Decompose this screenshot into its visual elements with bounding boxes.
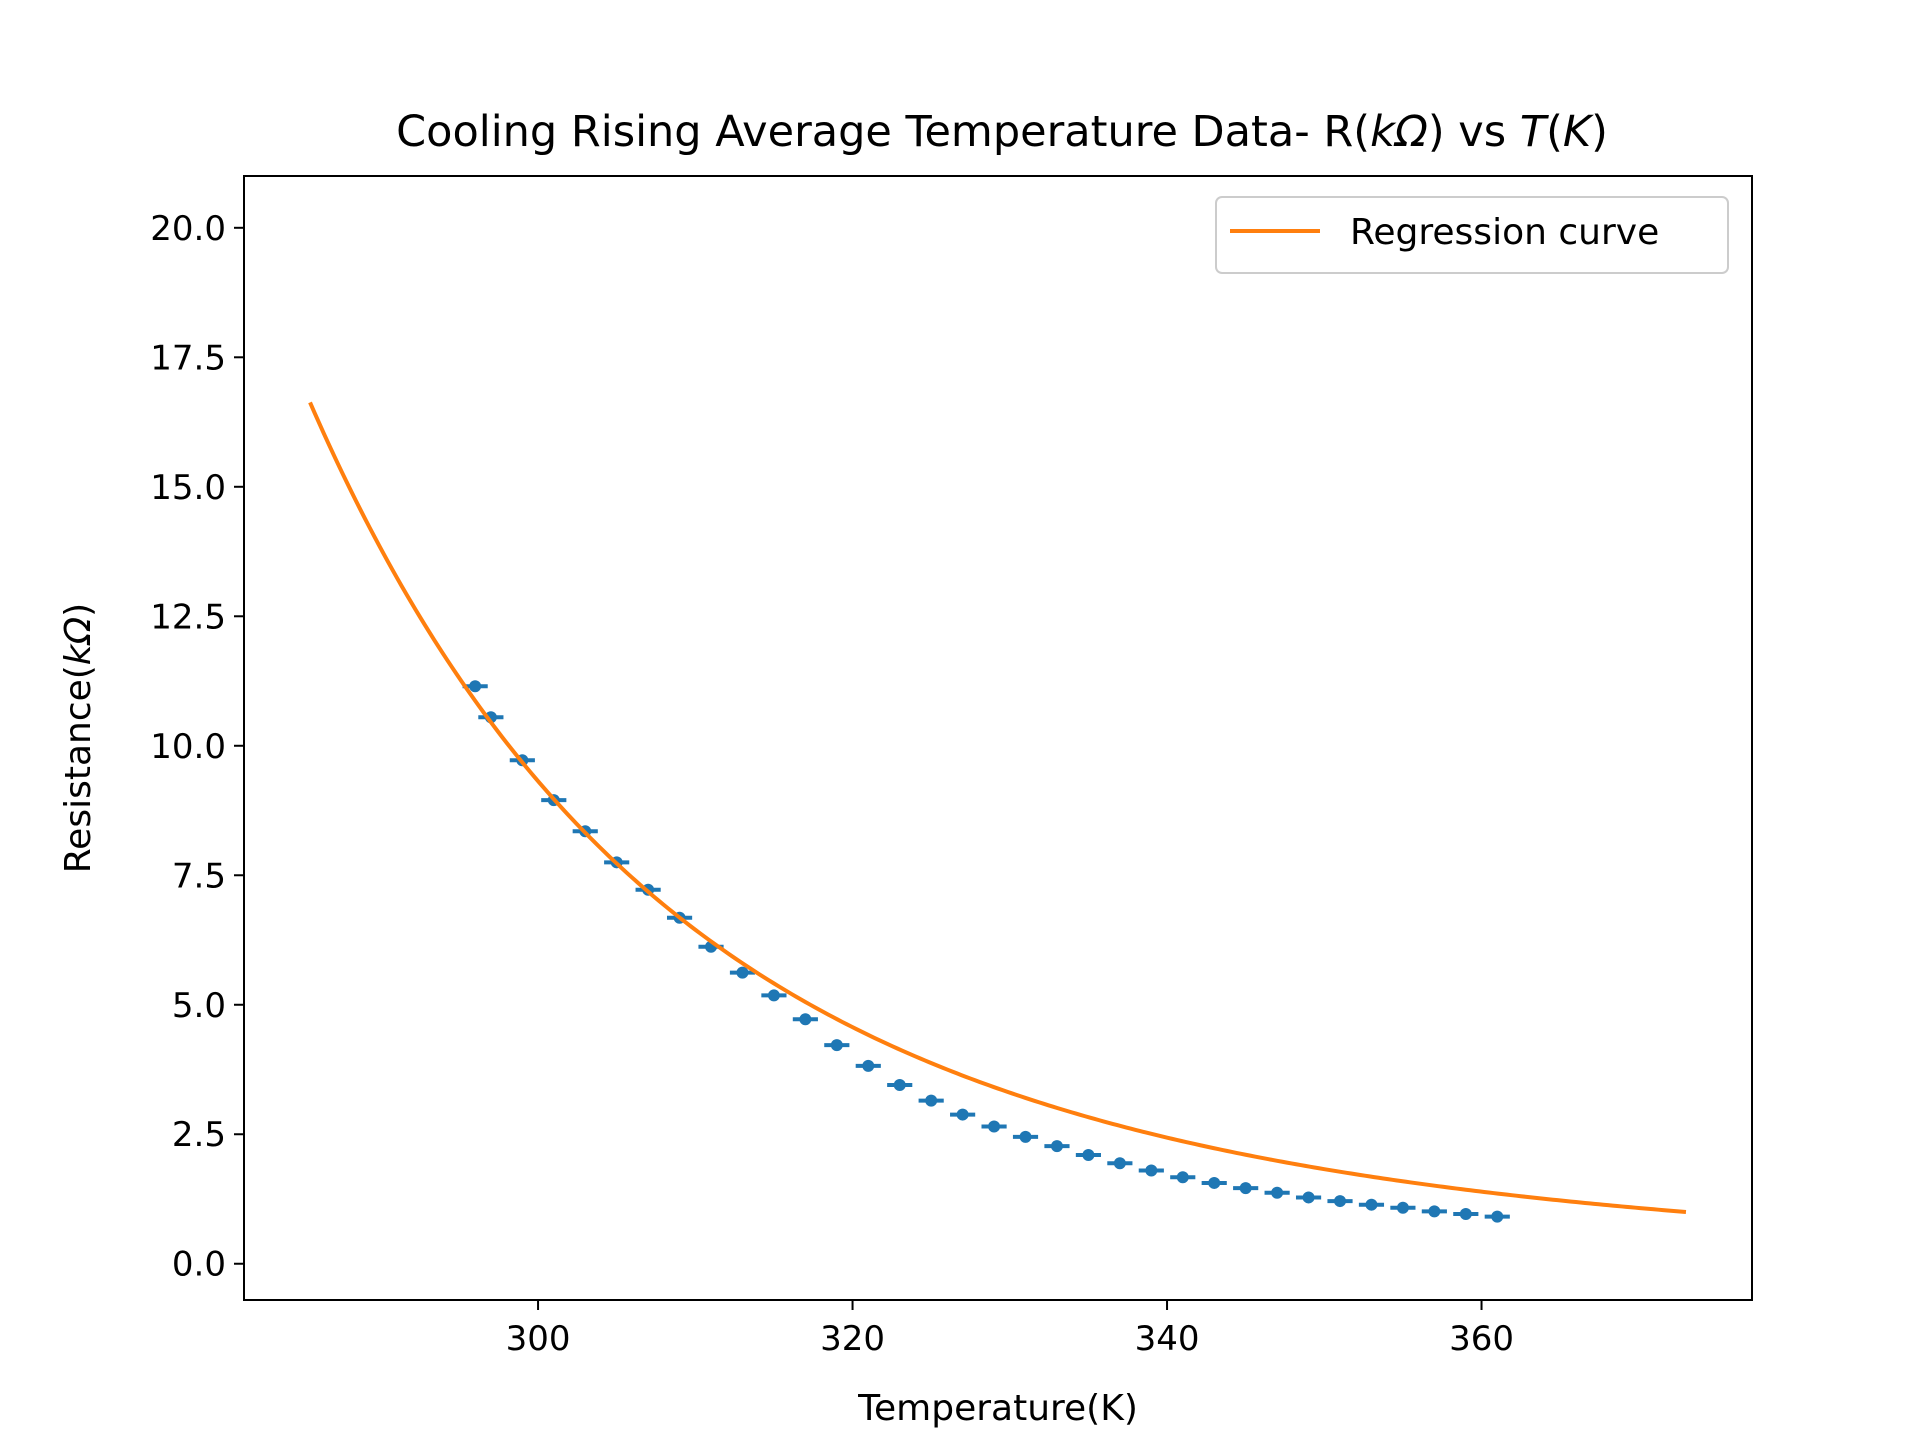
title-close-paren: )	[1591, 107, 1608, 157]
data-point	[1176, 1171, 1189, 1184]
chart-title: Cooling Rising Average Temperature Data-…	[396, 107, 1608, 157]
legend-label-regression-curve: Regression curve	[1350, 212, 1659, 253]
plot-area	[308, 401, 1687, 1223]
x-tick-label: 300	[506, 1319, 571, 1359]
x-tick-label: 340	[1135, 1319, 1200, 1359]
y-tick-label: 10.0	[150, 727, 226, 767]
y-tick-label: 17.5	[150, 338, 226, 378]
data-point	[1459, 1208, 1472, 1221]
data-point	[1302, 1191, 1315, 1204]
data-point	[1082, 1148, 1095, 1161]
x-tick-label: 320	[820, 1319, 885, 1359]
data-point	[1113, 1157, 1126, 1170]
x-axis-ticks: 300 320 340 360	[506, 1300, 1514, 1359]
title-k-symbol: K	[1563, 107, 1595, 157]
data-point	[1239, 1182, 1252, 1195]
y-label-symbol: kΩ	[58, 616, 99, 665]
y-tick-label: 0.0	[172, 1245, 226, 1285]
legend: Regression curve	[1215, 196, 1729, 274]
data-point	[1428, 1205, 1441, 1218]
data-point	[1019, 1130, 1032, 1143]
y-tick-label: 2.5	[172, 1115, 226, 1155]
x-tick-label: 360	[1449, 1319, 1514, 1359]
data-point	[1208, 1176, 1221, 1189]
data-point	[767, 989, 780, 1002]
data-point	[1271, 1186, 1284, 1199]
data-point	[1491, 1210, 1504, 1223]
title-r-unit: kΩ	[1370, 107, 1428, 157]
data-point	[893, 1079, 906, 1092]
data-point	[862, 1059, 875, 1072]
x-axis-label: Temperature(K)	[857, 1388, 1138, 1429]
regression-curve-line	[308, 401, 1687, 1214]
data-point	[988, 1120, 1001, 1133]
y-tick-label: 5.0	[172, 986, 226, 1026]
y-label-prefix: Resistance(	[58, 665, 99, 873]
data-point	[1334, 1195, 1347, 1208]
data-point	[1050, 1140, 1063, 1153]
y-tick-label: 20.0	[150, 209, 226, 249]
y-axis-ticks: 0.0 2.5 5.0 7.5 10.0 12.5 15.0 17.5 20.0	[150, 209, 244, 1285]
title-open-paren: (	[1546, 107, 1563, 157]
data-point	[799, 1013, 812, 1026]
legend-box	[1215, 196, 1729, 274]
y-tick-label: 7.5	[172, 856, 226, 896]
data-point	[469, 680, 482, 693]
data-point	[1365, 1198, 1378, 1211]
title-middle: ) vs	[1428, 107, 1520, 157]
data-point	[736, 966, 749, 979]
axes-frame	[243, 175, 1753, 1301]
title-prefix: Cooling Rising Average Temperature Data-…	[396, 107, 1370, 157]
data-point	[1145, 1164, 1158, 1177]
data-point	[1396, 1201, 1409, 1214]
y-label-suffix: )	[58, 603, 99, 617]
data-point	[925, 1094, 938, 1107]
y-tick-label: 12.5	[150, 597, 226, 637]
title-t-symbol: T	[1520, 107, 1550, 157]
y-tick-label: 15.0	[150, 468, 226, 508]
y-axis-label: Resistance(kΩ)	[58, 603, 99, 873]
data-point	[830, 1039, 843, 1052]
data-point	[956, 1108, 969, 1121]
